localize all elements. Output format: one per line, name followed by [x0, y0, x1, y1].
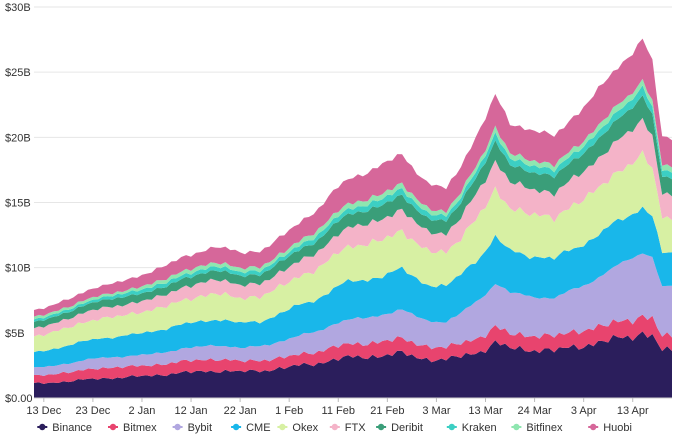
legend-label: Kraken — [462, 422, 497, 434]
area-ftx[interactable] — [34, 117, 672, 337]
x-axis: 13 Dec 23 Dec 2 Jan 12 Jan 22 Jan 1 Feb 11 Feb… — [26, 397, 672, 417]
legend-marker-icon — [377, 423, 385, 431]
legend-item-cme[interactable]: CME — [231, 422, 271, 434]
legend-marker-icon — [331, 423, 338, 431]
area-binance[interactable] — [34, 331, 672, 398]
x-tick-label: 21 Feb — [370, 405, 404, 417]
area-deribit[interactable] — [34, 95, 672, 329]
legend-marker-icon — [448, 423, 455, 431]
area-bitmex[interactable] — [34, 314, 672, 384]
legend-item-ftx[interactable]: FTX — [329, 422, 366, 434]
legend-item-kraken[interactable]: Kraken — [446, 422, 497, 434]
x-tick-label: 3 Apr — [571, 405, 597, 417]
legend-marker-icon — [279, 423, 286, 431]
legend-marker-icon — [174, 423, 181, 431]
y-tick-label: $25B — [5, 67, 31, 79]
y-tick-label: $20B — [5, 132, 31, 144]
legend[interactable]: Binance Bitmex Bybit CME Okex FTX Deribit Krake… — [37, 422, 632, 434]
y-tick-label: $10B — [5, 263, 31, 275]
x-tick-label: 12 Jan — [175, 405, 208, 417]
legend-label: Huobi — [603, 422, 632, 434]
x-tick-label: 2 Jan — [129, 405, 156, 417]
x-tick-label: 24 Mar — [517, 405, 552, 417]
y-axis: $0.00 $5B $10B $15B $20B $25B $30B — [5, 2, 33, 405]
area-huobi[interactable] — [34, 38, 672, 317]
x-tick-label: 1 Feb — [275, 405, 303, 417]
legend-item-huobi[interactable]: Huobi — [588, 422, 632, 434]
x-tick-label: 23 Dec — [75, 405, 110, 417]
legend-label: Okex — [292, 422, 318, 434]
x-tick-label: 3 Mar — [422, 405, 450, 417]
y-tick-label: $0.00 — [5, 393, 33, 405]
y-tick-label: $5B — [5, 328, 25, 340]
x-tick-label: 22 Jan — [224, 405, 257, 417]
x-tick-label: 13 Mar — [468, 405, 503, 417]
area-bybit[interactable] — [34, 253, 672, 377]
legend-marker-icon — [590, 423, 597, 431]
legend-marker-icon — [39, 423, 46, 431]
legend-item-bitmex[interactable]: Bitmex — [108, 422, 157, 434]
legend-item-okex[interactable]: Okex — [277, 422, 319, 434]
area-cme[interactable] — [34, 206, 672, 368]
x-tick-label: 11 Feb — [322, 405, 355, 417]
legend-item-binance[interactable]: Binance — [37, 422, 92, 434]
legend-label: Bitfinex — [526, 422, 563, 434]
area-series — [34, 38, 672, 398]
legend-label: Bybit — [188, 422, 212, 434]
legend-item-bitfinex[interactable]: Bitfinex — [511, 422, 563, 434]
legend-marker-icon — [513, 423, 520, 431]
legend-label: CME — [246, 422, 270, 434]
y-tick-label: $15B — [5, 198, 31, 210]
x-tick-label: 13 Dec — [26, 405, 61, 417]
legend-marker-icon — [232, 423, 240, 431]
y-tick-label: $30B — [5, 2, 31, 14]
legend-marker-icon — [109, 423, 117, 431]
legend-label: Binance — [52, 422, 92, 434]
legend-label: FTX — [345, 422, 366, 434]
legend-item-deribit[interactable]: Deribit — [376, 422, 423, 434]
legend-label: Bitmex — [123, 422, 157, 434]
x-tick-label: 13 Apr — [617, 405, 649, 417]
area-okex[interactable] — [34, 150, 672, 353]
legend-item-bybit[interactable]: Bybit — [172, 422, 212, 434]
legend-label: Deribit — [391, 422, 423, 434]
